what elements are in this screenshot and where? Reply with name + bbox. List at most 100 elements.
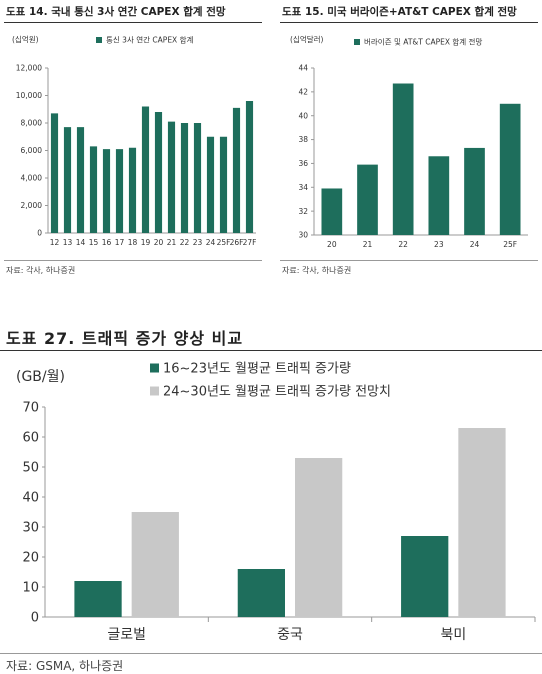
fig27-source: 자료: GSMA, 하나증권 <box>6 659 124 673</box>
bar <box>401 536 449 617</box>
y-tick-label: 4,000 <box>21 174 43 183</box>
x-tick-label: 25F <box>217 238 231 247</box>
x-tick-label: 24 <box>470 240 480 249</box>
bar <box>392 83 414 235</box>
legend-swatch <box>96 37 102 43</box>
y-tick-label: 34 <box>298 183 308 192</box>
y-tick-label: 10,000 <box>16 91 42 100</box>
bar <box>219 136 228 233</box>
fig27-title: 도표 27. 트래픽 증가 양상 비교 <box>6 329 244 348</box>
y-unit-label: (십억달러) <box>290 35 324 44</box>
fig27-top-rule <box>0 350 542 351</box>
x-tick-label: 20 <box>327 240 337 249</box>
y-tick-label: 50 <box>22 461 39 476</box>
bar <box>141 106 150 233</box>
x-tick-label: 글로벌 <box>107 627 146 643</box>
legend-label: 24~30년도 월평균 트래픽 증가량 전망치 <box>163 385 391 400</box>
bar <box>245 101 254 233</box>
fig27-bottom-rule <box>0 653 542 654</box>
y-tick-label: 2,000 <box>21 201 43 210</box>
bar <box>154 112 163 233</box>
x-tick-label: 22 <box>180 238 190 247</box>
bar <box>295 458 343 617</box>
y-tick-label: 40 <box>22 491 39 506</box>
bar <box>76 127 85 233</box>
legend-label: 16~23년도 월평균 트래픽 증가량 <box>163 362 351 377</box>
fig14-top-rule <box>4 22 262 23</box>
bar <box>428 156 450 235</box>
x-tick-label: 23 <box>193 238 203 247</box>
fig15-bottom-rule <box>280 260 538 261</box>
bar <box>102 149 111 233</box>
bar <box>74 581 122 617</box>
x-tick-label: 12 <box>50 238 60 247</box>
fig14-source: 자료: 각사, 하나증권 <box>6 266 76 275</box>
x-tick-label: 21 <box>167 238 177 247</box>
x-tick-label: 19 <box>141 238 151 247</box>
bar <box>50 113 59 233</box>
bar <box>167 121 176 233</box>
y-tick-label: 44 <box>298 64 308 73</box>
bar <box>321 188 343 235</box>
fig27-chart: (GB/월) 16~23년도 월평균 트래픽 증가량 24~30년도 월평균 트래픽… <box>16 362 536 643</box>
y-tick-label: 30 <box>298 231 308 240</box>
y-tick-label: 0 <box>31 611 39 626</box>
bar <box>115 149 124 233</box>
bar <box>63 127 72 233</box>
x-tick-label: 북미 <box>440 627 466 643</box>
fig15-chart: (십억달러) 버라이즌 및 AT&T CAPEX 합계 전망 30 32 34 36 38 4… <box>290 35 528 249</box>
x-tick-label: 20 <box>154 238 164 247</box>
bar <box>180 123 189 233</box>
y-unit-label: (GB/월) <box>16 369 65 385</box>
y-tick-label: 42 <box>298 87 308 96</box>
y-tick-label: 8,000 <box>21 119 43 128</box>
y-tick-label: 30 <box>22 521 39 536</box>
y-tick-label: 20 <box>22 551 39 566</box>
legend-label: 통신 3사 연간 CAPEX 합계 <box>106 35 193 45</box>
fig14-bottom-rule <box>4 260 262 261</box>
bar <box>237 569 285 617</box>
x-tick-label: 23 <box>434 240 444 249</box>
x-tick-label: 17 <box>115 238 125 247</box>
x-tick-label: 16 <box>102 238 112 247</box>
bar <box>499 103 521 236</box>
x-tick-label: 18 <box>128 238 138 247</box>
bar <box>89 146 98 233</box>
legend-label: 버라이즌 및 AT&T CAPEX 합계 전망 <box>364 37 482 47</box>
y-tick-label: 38 <box>298 135 308 144</box>
bar <box>193 123 202 233</box>
y-tick-label: 40 <box>298 111 308 120</box>
bar <box>131 512 179 617</box>
fig15-title: 도표 15. 미국 버라이즌+AT&T CAPEX 합계 전망 <box>282 6 517 18</box>
x-tick-label: 중국 <box>277 627 303 643</box>
x-tick-label: 14 <box>76 238 86 247</box>
y-tick-label: 12,000 <box>16 64 42 73</box>
bar <box>357 164 378 235</box>
x-tick-label: 21 <box>363 240 373 249</box>
bar <box>128 147 137 233</box>
y-tick-label: 0 <box>37 229 42 238</box>
x-tick-label: 26F <box>230 238 244 247</box>
legend-swatch <box>354 39 360 45</box>
x-tick-label: 25F <box>503 240 517 249</box>
y-tick-label: 60 <box>22 431 39 446</box>
legend-swatch <box>150 363 159 373</box>
y-tick-label: 10 <box>22 581 39 596</box>
fig14-title: 도표 14. 국내 통신 3사 연간 CAPEX 합계 전망 <box>6 6 226 18</box>
x-tick-label: 22 <box>398 240 408 249</box>
x-tick-label: 24 <box>206 238 216 247</box>
y-tick-label: 6,000 <box>21 146 43 155</box>
y-tick-label: 32 <box>298 207 308 216</box>
bar <box>232 107 241 233</box>
bar <box>458 428 506 617</box>
legend-swatch <box>150 386 159 396</box>
bar <box>206 136 215 233</box>
x-tick-label: 13 <box>63 238 73 247</box>
fig15-source: 자료: 각사, 하나증권 <box>282 266 352 275</box>
x-tick-label: 15 <box>89 238 99 247</box>
x-tick-label: 27F <box>243 238 257 247</box>
y-unit-label: (십억원) <box>12 35 39 44</box>
fig15-top-rule <box>280 22 538 23</box>
bar <box>464 147 485 235</box>
y-tick-label: 36 <box>298 159 308 168</box>
